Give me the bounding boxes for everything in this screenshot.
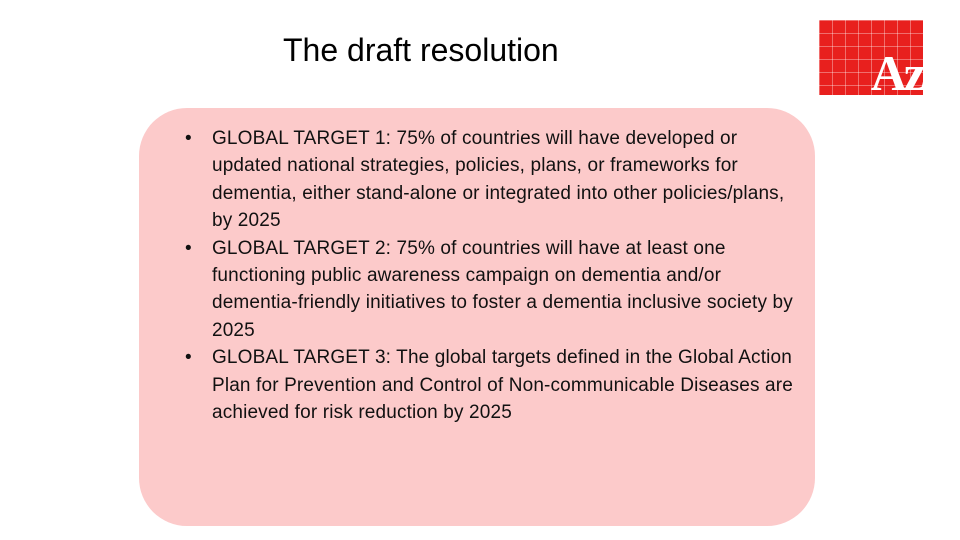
bullet-item-target-1: • GLOBAL TARGET 1: 75% of countries will… <box>185 125 805 235</box>
bullet-icon: • <box>185 347 192 369</box>
bullet-icon: • <box>185 237 192 259</box>
bullet-text: GLOBAL TARGET 1: 75% of countries will h… <box>212 128 785 232</box>
bullet-item-target-3: • GLOBAL TARGET 3: The global targets de… <box>185 344 805 426</box>
logo-text: Az <box>870 45 923 95</box>
bullet-text: GLOBAL TARGET 2: 75% of countries will h… <box>212 237 793 341</box>
content-panel <box>139 108 815 526</box>
bullet-text: GLOBAL TARGET 3: The global targets defi… <box>212 347 793 424</box>
brand-logo: Az <box>819 20 923 95</box>
bullet-icon: • <box>185 128 192 149</box>
bullet-item-target-2: • GLOBAL TARGET 2: 75% of countries will… <box>185 235 805 345</box>
logo-grid-pattern <box>819 20 923 95</box>
slide-title: The draft resolution <box>283 32 559 68</box>
target-list: • GLOBAL TARGET 1: 75% of countries will… <box>185 125 805 426</box>
